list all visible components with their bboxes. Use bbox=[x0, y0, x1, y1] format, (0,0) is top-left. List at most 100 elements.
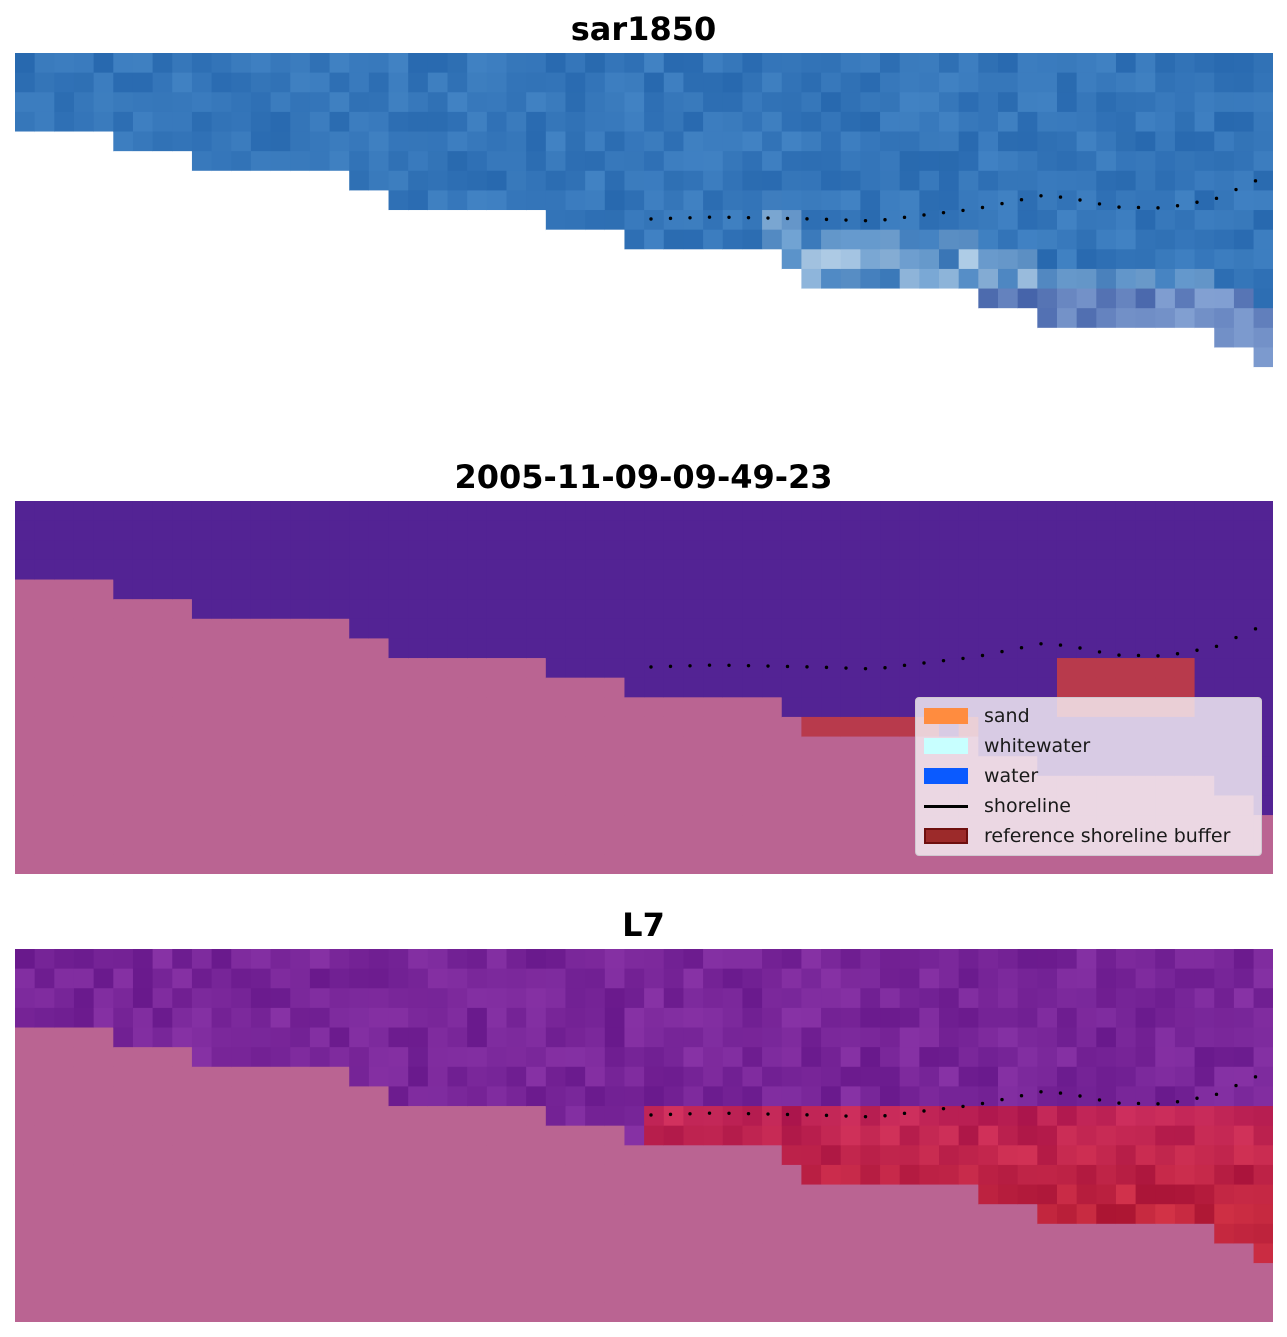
shoreline-point bbox=[941, 658, 946, 663]
shoreline-point bbox=[844, 666, 848, 670]
shoreline-point bbox=[883, 666, 887, 670]
shoreline-point bbox=[961, 656, 965, 661]
shoreline-point bbox=[1097, 650, 1102, 654]
shoreline-point bbox=[1078, 646, 1082, 650]
shoreline-point bbox=[941, 1106, 946, 1111]
shoreline-point bbox=[1214, 644, 1219, 649]
shoreline-point bbox=[707, 1111, 712, 1115]
shoreline-point bbox=[746, 663, 751, 668]
shoreline-point bbox=[1195, 648, 1199, 652]
legend: sand whitewater water shoreline referenc… bbox=[915, 697, 1262, 856]
shoreline-point bbox=[668, 1112, 673, 1117]
shoreline-point bbox=[1000, 1097, 1004, 1102]
shoreline-point bbox=[766, 1112, 770, 1116]
shoreline-point bbox=[785, 664, 790, 669]
shoreline-point bbox=[824, 217, 829, 222]
shoreline-point bbox=[902, 1111, 907, 1116]
shoreline-point bbox=[1078, 198, 1082, 202]
shoreline-point bbox=[649, 1113, 653, 1117]
shoreline-point bbox=[902, 663, 907, 668]
shoreline-point bbox=[1078, 1094, 1082, 1098]
shoreline-point bbox=[1058, 195, 1063, 199]
shoreline-point bbox=[1214, 196, 1219, 201]
shoreline-point bbox=[1136, 653, 1141, 658]
shoreline-point bbox=[1175, 204, 1180, 208]
shoreline-point bbox=[746, 215, 751, 220]
shoreline-point bbox=[1253, 627, 1258, 631]
shoreline-point bbox=[1136, 205, 1141, 210]
shoreline-point bbox=[805, 1113, 809, 1117]
shoreline-point bbox=[688, 664, 692, 668]
shoreline-point bbox=[1156, 654, 1160, 658]
shoreline-point bbox=[688, 216, 692, 220]
shoreline-point bbox=[727, 215, 731, 219]
shoreline-point bbox=[961, 208, 965, 213]
shoreline-point bbox=[941, 210, 946, 215]
shoreline-point bbox=[902, 215, 907, 220]
legend-label-shoreline: shoreline bbox=[984, 795, 1071, 817]
shoreline-point bbox=[883, 1114, 887, 1118]
shoreline-point bbox=[1156, 1102, 1160, 1106]
legend-item-water: water bbox=[924, 764, 1038, 788]
shoreline-point bbox=[766, 216, 770, 220]
sar-image-panel bbox=[15, 53, 1273, 426]
shoreline-point bbox=[1156, 206, 1160, 210]
legend-label-water: water bbox=[984, 765, 1039, 787]
shoreline-point bbox=[1175, 652, 1180, 656]
sand-swatch-icon bbox=[924, 708, 968, 724]
shoreline-point bbox=[1039, 1090, 1043, 1094]
shoreline-point bbox=[1214, 1092, 1219, 1097]
shoreline-point bbox=[1000, 201, 1004, 206]
shoreline-point bbox=[1195, 200, 1199, 204]
shoreline-point bbox=[785, 216, 790, 221]
shoreline-point bbox=[1136, 1101, 1141, 1106]
shoreline-point bbox=[1195, 1096, 1199, 1100]
legend-item-shoreline: shoreline bbox=[924, 794, 1071, 818]
shoreline-point bbox=[844, 1114, 848, 1118]
panel-title-l7: L7 bbox=[622, 906, 665, 944]
legend-label-whitewater: whitewater bbox=[984, 735, 1091, 757]
legend-label-sand: sand bbox=[984, 705, 1030, 727]
shoreline-point bbox=[707, 663, 712, 667]
legend-item-buffer: reference shoreline buffer bbox=[924, 824, 1230, 848]
shoreline-point bbox=[1234, 1083, 1238, 1088]
shoreline-point bbox=[1253, 179, 1258, 183]
shoreline-point bbox=[805, 665, 809, 669]
shoreline-point bbox=[824, 1113, 829, 1118]
whitewater-swatch-icon bbox=[924, 738, 968, 754]
shoreline-point bbox=[1234, 187, 1238, 192]
shoreline-point bbox=[707, 215, 712, 219]
shoreline-point bbox=[1097, 202, 1102, 206]
shoreline-point bbox=[863, 666, 868, 671]
shoreline-point bbox=[922, 213, 926, 217]
shoreline-point bbox=[1019, 1094, 1024, 1098]
shoreline-point bbox=[785, 1112, 790, 1117]
sar-image bbox=[15, 53, 1273, 426]
shoreline-point bbox=[863, 218, 868, 223]
shoreline-point bbox=[727, 663, 731, 667]
water-swatch-icon bbox=[924, 768, 968, 784]
shoreline-point bbox=[1000, 649, 1004, 654]
shoreline-line-icon bbox=[924, 804, 968, 808]
shoreline-point bbox=[727, 1111, 731, 1115]
panel-title-sar1850: sar1850 bbox=[570, 10, 717, 48]
legend-item-sand: sand bbox=[924, 704, 1030, 728]
shoreline-point bbox=[980, 653, 985, 658]
shoreline-point bbox=[1019, 198, 1024, 202]
shoreline-point bbox=[649, 665, 653, 669]
shoreline-point bbox=[961, 1104, 965, 1109]
panel-title-date: 2005-11-09-09-49-23 bbox=[454, 458, 833, 496]
shoreline-point bbox=[668, 664, 673, 669]
shoreline-point bbox=[805, 217, 809, 221]
shoreline-point bbox=[668, 216, 673, 221]
shoreline-point bbox=[980, 205, 985, 210]
shoreline-point bbox=[1039, 642, 1043, 646]
shoreline-point bbox=[844, 218, 848, 222]
shoreline-point bbox=[688, 1112, 692, 1116]
shoreline-point bbox=[1234, 635, 1238, 640]
shoreline-point bbox=[1253, 1075, 1258, 1079]
buffer-swatch-icon bbox=[924, 828, 968, 844]
l7-panel bbox=[15, 949, 1273, 1322]
shoreline-point bbox=[1117, 1101, 1121, 1105]
shoreline-point bbox=[980, 1101, 985, 1106]
